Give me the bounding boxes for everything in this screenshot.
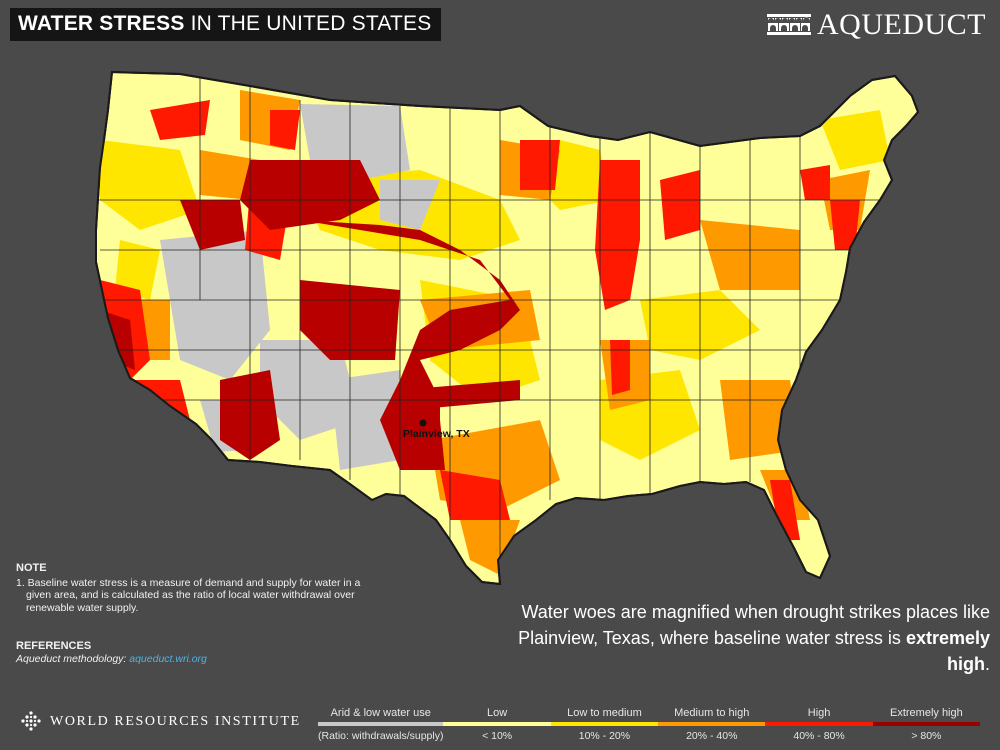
legend-item: Low to medium 10% - 20%	[550, 706, 659, 742]
wri-logo: WORLD RESOURCES INSTITUTE	[20, 711, 301, 733]
callout-line1: Water woes are magnified when drought st…	[521, 602, 990, 622]
references-section: REFERENCES Aqueduct methodology: aqueduc…	[16, 640, 376, 666]
legend-item: Low < 10%	[443, 706, 551, 742]
brand-name: AQUEDUCT	[817, 8, 986, 41]
aqueduct-arches-icon	[767, 14, 811, 35]
legend-label: Low to medium	[567, 707, 642, 719]
callout-text: Water woes are magnified when drought st…	[490, 599, 990, 677]
legend-swatch	[318, 722, 444, 726]
legend-range: 20% - 40%	[686, 730, 738, 742]
legend-item: High 40% - 80%	[765, 706, 873, 742]
legend-item: Extremely high > 80%	[872, 706, 981, 742]
legend-swatch	[765, 722, 873, 726]
state-borders	[96, 72, 900, 560]
title-rest: IN THE UNITED STATES	[190, 12, 432, 35]
legend-swatch	[872, 722, 981, 726]
legend-label: Low	[487, 707, 508, 719]
legend: Arid & low water use (Ratio: withdrawals…	[318, 706, 981, 742]
legend-label: Medium to high	[674, 707, 750, 719]
legend-swatch	[443, 722, 551, 726]
legend-range: (Ratio: withdrawals/supply)	[318, 730, 444, 742]
legend-item: Arid & low water use (Ratio: withdrawals…	[318, 706, 444, 742]
legend-label: Arid & low water use	[330, 707, 431, 719]
references-label: Aqueduct methodology:	[16, 653, 127, 665]
legend-swatch	[550, 722, 659, 726]
aqueduct-brand: AQUEDUCT	[767, 8, 986, 42]
note-heading: NOTE	[16, 562, 47, 574]
note-section: NOTE 1. Baseline water stress is a measu…	[16, 562, 376, 614]
legend-label: High	[807, 707, 831, 719]
legend-item: Medium to high 20% - 40%	[658, 706, 766, 742]
wri-name: WORLD RESOURCES INSTITUTE	[50, 714, 301, 729]
pin-label: Plainview, TX	[403, 428, 470, 440]
legend-range: 10% - 20%	[578, 730, 631, 742]
callout-tail: .	[984, 654, 990, 674]
legend-label: Extremely high	[889, 707, 963, 719]
callout-emphasis: extremely high	[905, 628, 990, 674]
legend-range: < 10%	[482, 730, 513, 742]
plainview-pin: Plainview, TX	[403, 419, 470, 440]
water-stress-map: Plainview, TX	[95, 71, 919, 585]
wri-diamond-icon	[21, 711, 41, 731]
legend-range: 40% - 80%	[793, 730, 845, 742]
note-text: 1. Baseline water stress is a measure of…	[16, 576, 361, 614]
legend-swatch	[658, 722, 766, 726]
references-link[interactable]: aqueduct.wri.org	[129, 653, 207, 665]
page-title: WATER STRESS IN THE UNITED STATES	[10, 8, 442, 41]
legend-range: > 80%	[911, 730, 942, 742]
title-bold: WATER STRESS	[18, 12, 185, 35]
callout-line2: Plainview, Texas, where baseline water s…	[518, 628, 901, 648]
references-heading: REFERENCES	[16, 640, 92, 652]
